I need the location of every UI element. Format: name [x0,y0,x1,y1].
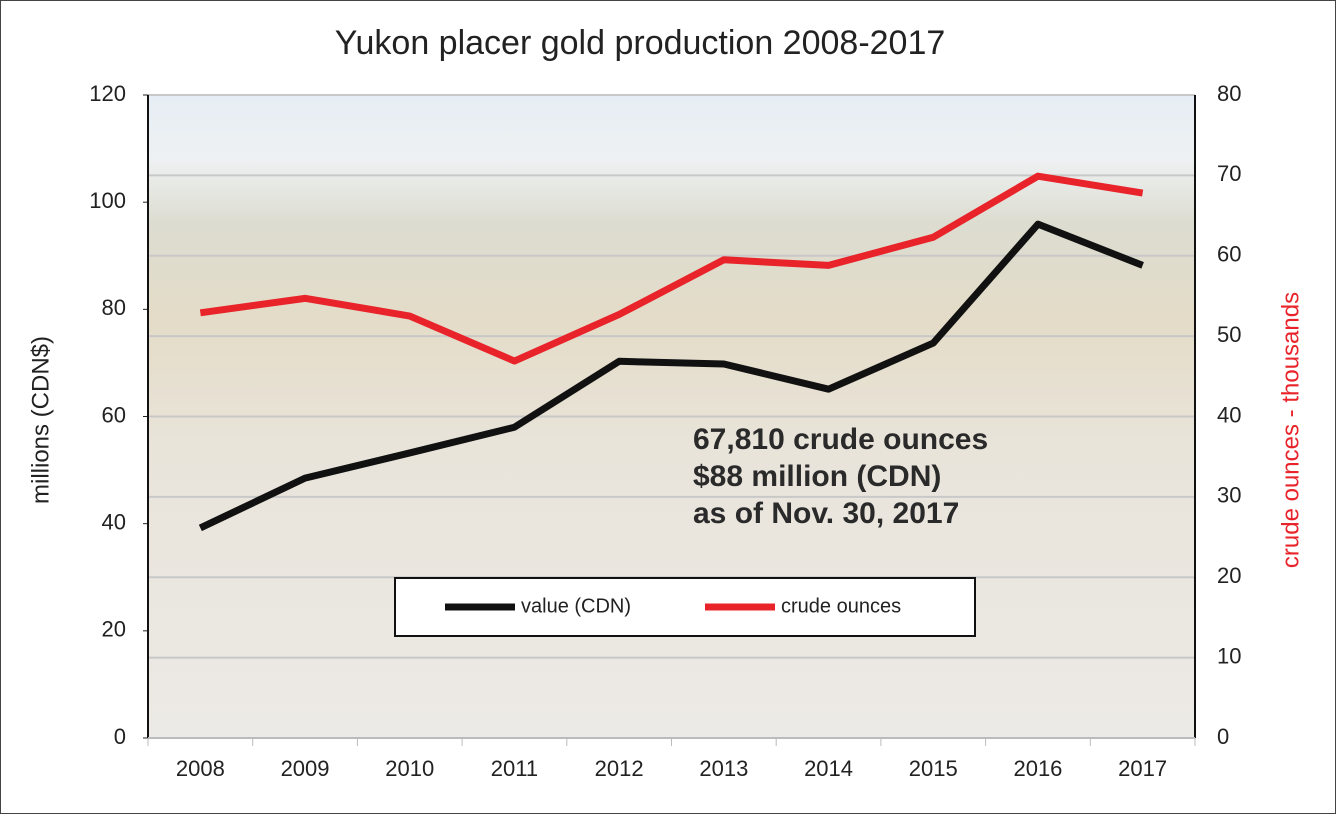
y-tick-label: 60 [102,402,126,427]
x-tick-label: 2011 [491,756,538,781]
y2-tick-label: 20 [1217,563,1241,588]
legend-label: value (CDN) [521,595,631,617]
y-tick-label: 80 [102,295,126,320]
annotation: 67,810 crude ounces [693,423,988,456]
x-tick-label: 2016 [1013,756,1062,781]
x-tick-label: 2009 [281,756,330,781]
legend-label: crude ounces [781,595,901,617]
x-tick-label: 2013 [699,756,748,781]
y-tick-label: 100 [89,188,126,213]
y2-tick-label: 80 [1217,81,1241,106]
y-tick-label: 20 [102,617,126,642]
x-tick-label: 2017 [1118,756,1167,781]
x-tick-label: 2008 [176,756,225,781]
y2-axis-label: crude ounces - thousands [1277,292,1304,568]
y-tick-label: 120 [89,81,126,106]
y2-tick-label: 60 [1217,242,1241,267]
y-tick-label: 40 [102,509,126,534]
y2-tick-label: 30 [1217,483,1241,508]
x-tick-label: 2015 [909,756,958,781]
y-axis-label: millions (CDN$) [27,336,54,504]
series-line [199,172,1144,365]
x-tick-label: 2012 [595,756,644,781]
x-tick-label: 2014 [804,756,853,781]
x-tick-label: 2010 [385,756,434,781]
y2-tick-label: 50 [1217,322,1241,347]
y2-tick-label: 10 [1217,643,1241,668]
annotation: $88 million (CDN) [693,460,941,493]
series-line [198,220,1144,532]
y2-tick-label: 0 [1217,724,1229,749]
annotation: as of Nov. 30, 2017 [693,497,959,530]
y-tick-label: 0 [114,724,126,749]
chart-title: Yukon placer gold production 2008-2017 [335,24,946,62]
y2-tick-label: 40 [1217,402,1241,427]
y2-tick-label: 70 [1217,161,1241,186]
